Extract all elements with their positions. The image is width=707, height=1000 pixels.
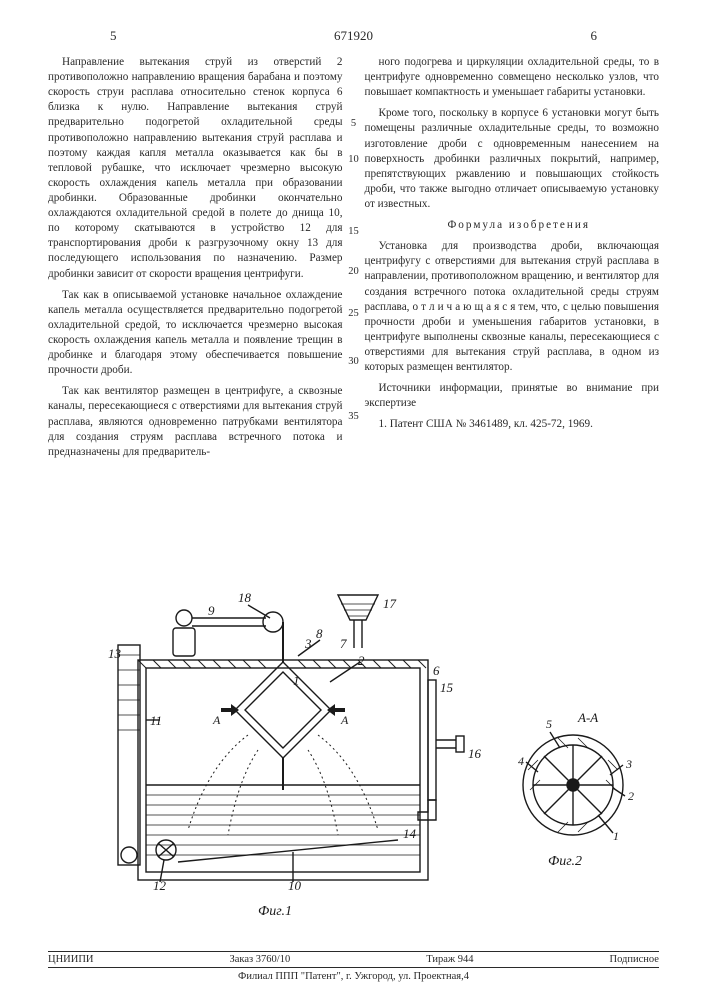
paragraph: Кроме того, поскольку в корпусе 6 устано…	[365, 106, 660, 212]
svg-text:Фиг.2: Фиг.2	[548, 854, 582, 869]
svg-text:13: 13	[108, 646, 122, 661]
svg-text:18: 18	[238, 590, 252, 605]
svg-text:3: 3	[625, 757, 632, 771]
figure-svg: A A 13	[48, 580, 659, 920]
svg-text:17: 17	[383, 596, 397, 611]
svg-text:A: A	[212, 713, 221, 727]
paragraph: Так как в описываемой установке начально…	[48, 288, 343, 379]
text-columns: Направление вытекания струй из отверстий…	[48, 55, 659, 466]
footer-tirazh: Тираж 944	[426, 954, 473, 965]
page-number-right: 6	[591, 28, 598, 44]
svg-text:6: 6	[433, 663, 440, 678]
paragraph: Источники информации, принятые во вниман…	[365, 381, 660, 411]
svg-text:1: 1	[293, 673, 300, 688]
svg-text:5: 5	[546, 717, 552, 731]
svg-text:16: 16	[468, 746, 482, 761]
svg-text:А-А: А-А	[577, 710, 598, 725]
footer-address: Филиал ППП "Патент", г. Ужгород, ул. Про…	[48, 971, 659, 982]
left-column: Направление вытекания струй из отверстий…	[48, 55, 343, 466]
svg-text:9: 9	[208, 603, 215, 618]
svg-text:2: 2	[358, 653, 365, 668]
svg-text:8: 8	[316, 626, 323, 641]
svg-text:7: 7	[340, 636, 347, 651]
footer: ЦНИИПИ Заказ 3760/10 Тираж 944 Подписное…	[48, 949, 659, 982]
patent-number: 671920	[334, 28, 373, 44]
paragraph: Направление вытекания струй из отверстий…	[48, 55, 343, 282]
svg-text:15: 15	[440, 680, 454, 695]
footer-org: ЦНИИПИ	[48, 954, 94, 965]
svg-text:14: 14	[403, 826, 417, 841]
footer-row: ЦНИИПИ Заказ 3760/10 Тираж 944 Подписное	[48, 954, 659, 965]
svg-text:A: A	[340, 713, 349, 727]
paragraph: Установка для производства дроби, включа…	[365, 239, 660, 375]
paragraph: Так как вентилятор размещен в центрифуге…	[48, 384, 343, 460]
footer-rule	[48, 951, 659, 952]
formula-title: Формула изобретения	[365, 218, 660, 233]
svg-text:4: 4	[518, 754, 524, 768]
fig1: A A 13	[108, 590, 482, 919]
page-number-left: 5	[110, 28, 117, 44]
right-column: ного подогрева и циркуляции охладительно…	[365, 55, 660, 466]
svg-text:3: 3	[304, 636, 312, 651]
svg-text:1: 1	[613, 829, 619, 843]
footer-order: Заказ 3760/10	[230, 954, 291, 965]
paragraph: 1. Патент США № 3461489, кл. 425-72, 196…	[365, 417, 660, 432]
svg-text:10: 10	[288, 878, 302, 893]
fig2: А-А 5 4	[518, 710, 634, 869]
figure-area: A A 13	[48, 580, 659, 920]
svg-text:Фиг.1: Фиг.1	[258, 904, 292, 919]
svg-text:2: 2	[628, 789, 634, 803]
paragraph: ного подогрева и циркуляции охладительно…	[365, 55, 660, 100]
footer-sign: Подписное	[610, 954, 659, 965]
footer-rule	[48, 967, 659, 968]
